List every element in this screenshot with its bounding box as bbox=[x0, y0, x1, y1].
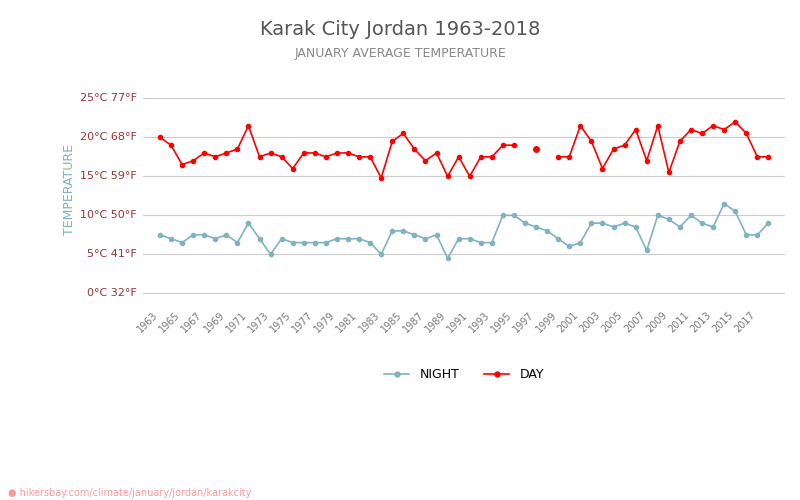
DAY bbox=[321, 154, 330, 160]
DAY bbox=[310, 150, 320, 156]
DAY bbox=[332, 150, 342, 156]
NIGHT bbox=[764, 220, 774, 226]
Text: 10°C 50°F: 10°C 50°F bbox=[80, 210, 137, 220]
Text: Karak City Jordan 1963-2018: Karak City Jordan 1963-2018 bbox=[260, 20, 540, 39]
DAY bbox=[288, 166, 298, 172]
DAY bbox=[410, 146, 419, 152]
DAY bbox=[354, 154, 364, 160]
NIGHT bbox=[509, 212, 518, 218]
DAY bbox=[398, 130, 408, 136]
Text: 5°C 41°F: 5°C 41°F bbox=[87, 250, 137, 260]
Text: JANUARY AVERAGE TEMPERATURE: JANUARY AVERAGE TEMPERATURE bbox=[294, 48, 506, 60]
NIGHT bbox=[719, 200, 729, 206]
DAY bbox=[178, 162, 187, 168]
NIGHT bbox=[155, 232, 165, 238]
DAY bbox=[266, 150, 275, 156]
Text: 20°C 68°F: 20°C 68°F bbox=[80, 132, 137, 142]
Text: ● hikersbay.com/climate/january/jordan/karakcity: ● hikersbay.com/climate/january/jordan/k… bbox=[8, 488, 251, 498]
DAY bbox=[233, 146, 242, 152]
Text: 0°C 32°F: 0°C 32°F bbox=[87, 288, 137, 298]
DAY bbox=[366, 154, 375, 160]
DAY bbox=[299, 150, 309, 156]
Text: 15°C 59°F: 15°C 59°F bbox=[80, 172, 137, 181]
DAY bbox=[377, 175, 386, 181]
DAY bbox=[498, 142, 508, 148]
NIGHT bbox=[166, 236, 176, 242]
DAY bbox=[254, 154, 264, 160]
DAY bbox=[277, 154, 286, 160]
DAY bbox=[432, 150, 442, 156]
DAY bbox=[465, 174, 474, 180]
NIGHT bbox=[631, 224, 641, 230]
DAY bbox=[188, 158, 198, 164]
DAY bbox=[210, 154, 220, 160]
DAY bbox=[155, 134, 165, 140]
Line: DAY: DAY bbox=[158, 124, 516, 180]
DAY bbox=[244, 122, 254, 128]
NIGHT bbox=[542, 228, 552, 234]
DAY bbox=[509, 142, 518, 148]
DAY bbox=[476, 154, 486, 160]
Line: NIGHT: NIGHT bbox=[158, 202, 770, 260]
NIGHT bbox=[565, 244, 574, 250]
Legend: NIGHT, DAY: NIGHT, DAY bbox=[379, 363, 549, 386]
DAY bbox=[487, 154, 497, 160]
DAY bbox=[454, 154, 463, 160]
DAY bbox=[199, 150, 209, 156]
DAY bbox=[222, 150, 231, 156]
NIGHT bbox=[442, 255, 452, 261]
DAY bbox=[421, 158, 430, 164]
DAY bbox=[442, 174, 452, 180]
Y-axis label: TEMPERATURE: TEMPERATURE bbox=[63, 144, 76, 236]
Text: 25°C 77°F: 25°C 77°F bbox=[80, 94, 137, 104]
NIGHT bbox=[377, 252, 386, 258]
DAY bbox=[166, 142, 176, 148]
DAY bbox=[343, 150, 353, 156]
DAY bbox=[387, 138, 397, 144]
